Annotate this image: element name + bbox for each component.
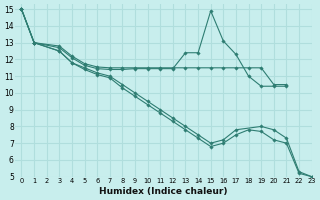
- X-axis label: Humidex (Indice chaleur): Humidex (Indice chaleur): [99, 187, 228, 196]
